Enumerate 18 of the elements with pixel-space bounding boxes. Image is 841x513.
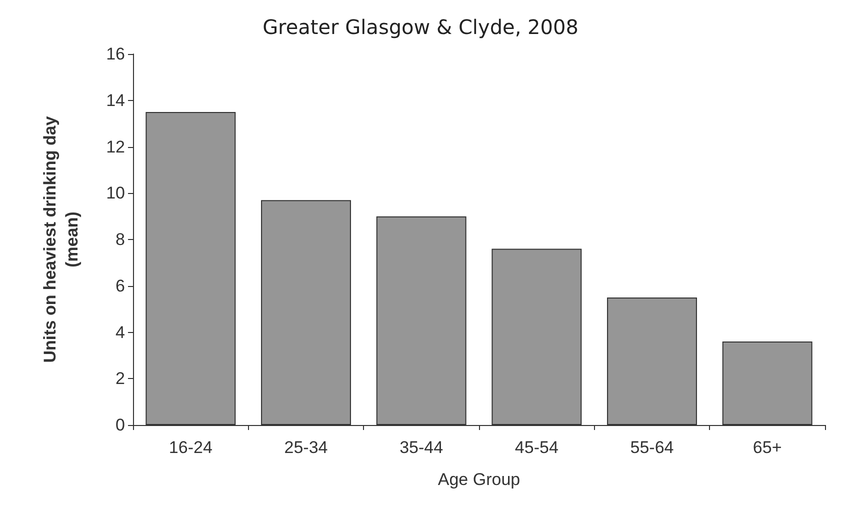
x-tick-label: 65+ — [752, 438, 782, 457]
y-tick-label: 8 — [116, 230, 125, 249]
x-tick-label: 16-24 — [168, 438, 212, 457]
chart-title: Greater Glasgow & Clyde, 2008 — [262, 15, 578, 39]
y-axis-title: Units on heaviest drinking day (mean) — [40, 116, 82, 363]
x-tick-label: 35-44 — [400, 438, 444, 457]
y-tick-label: 10 — [106, 184, 125, 203]
y-tick-label: 16 — [106, 44, 125, 64]
y-tick-label: 0 — [116, 416, 125, 434]
y-tick-label: 4 — [116, 322, 125, 342]
x-axis-title: Age Group — [438, 470, 520, 489]
y-tick-label: 12 — [106, 137, 125, 156]
y-tick-label: 6 — [116, 276, 125, 296]
x-tick-label: 55-64 — [630, 438, 674, 457]
x-tick-label: 25-34 — [284, 438, 328, 457]
x-tick-label: 45-54 — [514, 438, 558, 457]
y-tick-label: 2 — [116, 369, 125, 388]
y-tick-label: 14 — [106, 90, 125, 110]
